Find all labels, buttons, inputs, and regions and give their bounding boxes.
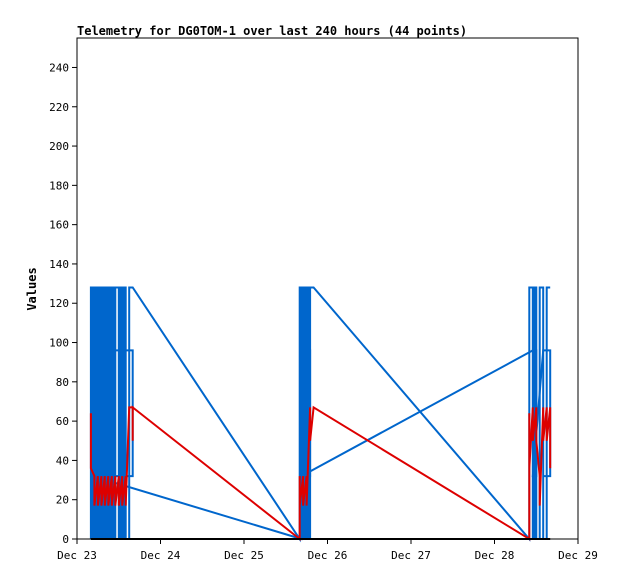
- x-axis-ticks: Dec 23 Dec 24 Dec 25 Dec 26 Dec 27 Dec 28 Dec …: [57, 539, 598, 562]
- x-tick-label: Dec 29: [558, 549, 598, 562]
- x-tick-label: Dec 27: [391, 549, 431, 562]
- y-axis-label: Values: [25, 267, 39, 310]
- y-tick-label: 80: [56, 376, 69, 389]
- x-tick-label: Dec 23: [57, 549, 97, 562]
- y-tick-label: 200: [49, 140, 69, 153]
- chart-title: Telemetry for DG0TOM-1 over last 240 hou…: [77, 24, 467, 38]
- x-tick-label: Dec 24: [141, 549, 181, 562]
- y-tick-label: 120: [49, 297, 69, 310]
- y-tick-label: 180: [49, 179, 69, 192]
- y-axis-ticks: 0 20 40 60 80 100 120 140 160 180 200 220 240: [49, 61, 77, 546]
- series-layer: [89, 286, 552, 543]
- x-tick-label: Dec 25: [224, 549, 264, 562]
- y-tick-label: 60: [56, 415, 69, 428]
- x-tick-label: Dec 26: [308, 549, 348, 562]
- y-tick-label: 20: [56, 494, 69, 507]
- y-tick-label: 240: [49, 61, 69, 74]
- y-tick-label: 0: [62, 533, 69, 546]
- x-tick-label: Dec 28: [475, 549, 515, 562]
- y-tick-label: 220: [49, 101, 69, 114]
- series-line-3: [89, 405, 552, 542]
- y-tick-label: 100: [49, 337, 69, 350]
- y-tick-label: 40: [56, 454, 69, 467]
- y-tick-label: 140: [49, 258, 69, 271]
- y-tick-label: 160: [49, 219, 69, 232]
- plot-frame: [76, 37, 579, 540]
- series-line-1: [89, 286, 551, 543]
